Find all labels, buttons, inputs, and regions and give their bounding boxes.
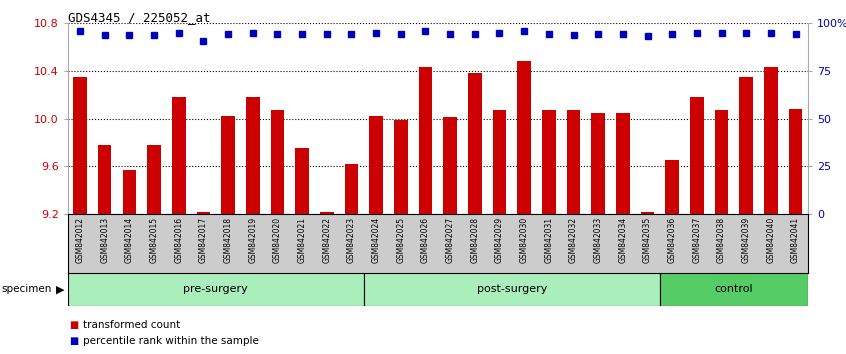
Text: GSM842034: GSM842034	[618, 217, 628, 263]
Bar	[666, 160, 679, 214]
Text: GSM842037: GSM842037	[692, 217, 701, 263]
Bar	[739, 77, 753, 214]
Bar	[443, 118, 457, 214]
Bar	[271, 110, 284, 214]
Text: GSM842025: GSM842025	[396, 217, 405, 263]
Bar	[492, 110, 506, 214]
Text: ■: ■	[69, 336, 79, 346]
Bar	[591, 113, 605, 214]
Bar	[640, 212, 654, 214]
Text: GSM842020: GSM842020	[273, 217, 282, 263]
Bar	[370, 116, 383, 214]
Text: GSM842041: GSM842041	[791, 217, 800, 263]
Bar	[660, 273, 808, 306]
Bar	[98, 145, 112, 214]
Text: percentile rank within the sample: percentile rank within the sample	[83, 336, 259, 346]
Bar	[344, 164, 358, 214]
Text: GSM842026: GSM842026	[421, 217, 430, 263]
Text: GSM842018: GSM842018	[223, 217, 233, 263]
Text: GDS4345 / 225052_at: GDS4345 / 225052_at	[68, 11, 210, 24]
Bar	[788, 109, 802, 214]
Text: transformed count: transformed count	[83, 320, 180, 330]
Text: GSM842024: GSM842024	[371, 217, 381, 263]
Text: ■: ■	[69, 320, 79, 330]
Bar	[616, 113, 629, 214]
Bar	[690, 97, 704, 214]
Bar	[74, 77, 87, 214]
Bar	[68, 273, 364, 306]
Bar	[394, 120, 408, 214]
Text: GSM842021: GSM842021	[298, 217, 306, 263]
Text: GSM842035: GSM842035	[643, 217, 652, 263]
Bar	[518, 61, 531, 214]
Text: GSM842014: GSM842014	[125, 217, 134, 263]
Bar	[147, 145, 161, 214]
Bar	[246, 97, 260, 214]
Text: GSM842016: GSM842016	[174, 217, 184, 263]
Text: post-surgery: post-surgery	[476, 284, 547, 295]
Bar	[123, 170, 136, 214]
Bar	[764, 67, 777, 214]
Text: GSM842013: GSM842013	[100, 217, 109, 263]
Text: control: control	[715, 284, 753, 295]
Text: GSM842023: GSM842023	[347, 217, 356, 263]
Text: GSM842012: GSM842012	[75, 217, 85, 263]
Text: specimen: specimen	[2, 284, 52, 295]
Text: GSM842030: GSM842030	[519, 217, 529, 263]
Text: GSM842028: GSM842028	[470, 217, 480, 263]
Bar	[419, 67, 432, 214]
Text: GSM842040: GSM842040	[766, 217, 776, 263]
Bar	[715, 110, 728, 214]
Text: ▶: ▶	[56, 284, 64, 295]
Bar	[172, 97, 185, 214]
Bar	[222, 116, 235, 214]
Bar	[468, 73, 481, 214]
Text: GSM842019: GSM842019	[248, 217, 257, 263]
Text: pre-surgery: pre-surgery	[184, 284, 248, 295]
Text: GSM842027: GSM842027	[446, 217, 454, 263]
Bar	[567, 110, 580, 214]
Bar	[364, 273, 660, 306]
Bar	[542, 110, 556, 214]
Text: GSM842036: GSM842036	[667, 217, 677, 263]
Text: GSM842015: GSM842015	[150, 217, 158, 263]
Text: GSM842017: GSM842017	[199, 217, 208, 263]
Text: GSM842029: GSM842029	[495, 217, 504, 263]
Bar	[320, 212, 333, 214]
Text: GSM842039: GSM842039	[742, 217, 750, 263]
Text: GSM842031: GSM842031	[544, 217, 553, 263]
Text: GSM842033: GSM842033	[594, 217, 602, 263]
Text: GSM842022: GSM842022	[322, 217, 332, 263]
Text: GSM842032: GSM842032	[569, 217, 578, 263]
Bar	[196, 212, 210, 214]
Text: GSM842038: GSM842038	[717, 217, 726, 263]
Bar	[295, 148, 309, 214]
